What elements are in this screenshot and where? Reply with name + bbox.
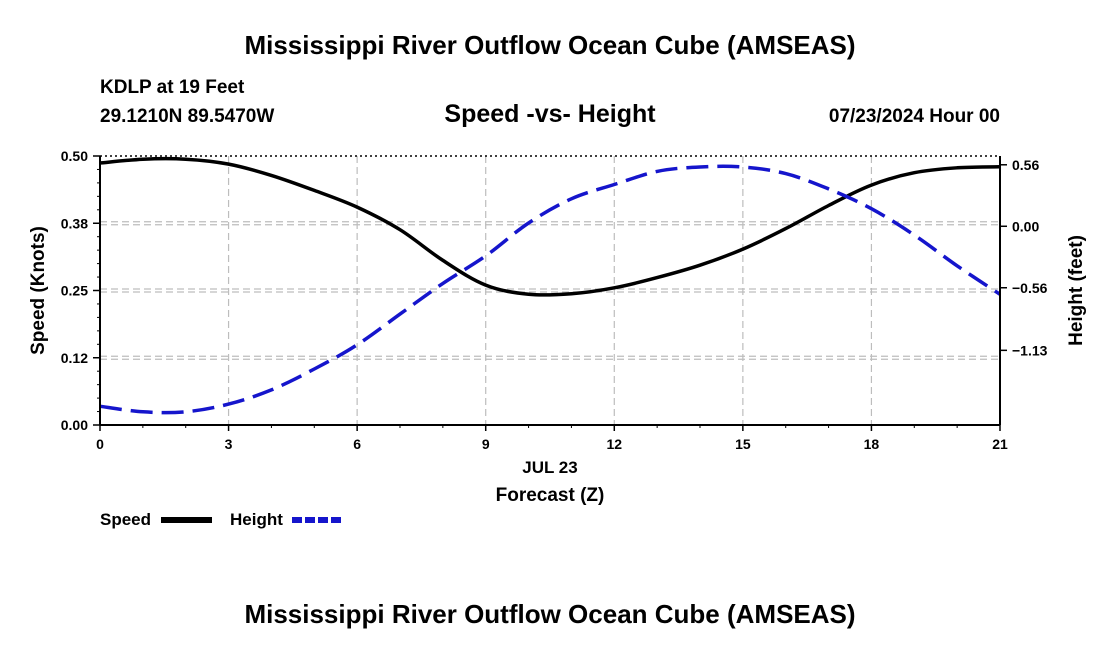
y2-axis-title: Height (feet) bbox=[1066, 235, 1087, 346]
y-tick-label: 0.38 bbox=[61, 215, 88, 231]
legend-height-label: Height bbox=[230, 510, 283, 529]
x-tick-label: 12 bbox=[606, 436, 622, 452]
series-line-height bbox=[99, 164, 1001, 415]
y2-tick-label: 0.00 bbox=[1012, 218, 1039, 234]
x-tick-label: 21 bbox=[992, 436, 1008, 452]
x-axis-date-label: JUL 23 bbox=[522, 458, 577, 477]
y-tick-label: 0.50 bbox=[61, 148, 88, 164]
chart-subtitle: Speed -vs- Height bbox=[444, 100, 656, 128]
x-tick-label: 9 bbox=[482, 436, 490, 452]
station-coordinates: 29.1210N 89.5470W bbox=[100, 106, 275, 127]
x-tick-label: 0 bbox=[96, 436, 104, 452]
x-tick-label: 18 bbox=[864, 436, 880, 452]
forecast-timestamp: 07/23/2024 Hour 00 bbox=[828, 106, 1000, 127]
y-tick-label: 0.12 bbox=[61, 350, 88, 366]
x-axis-title: Forecast (Z) bbox=[496, 485, 605, 506]
x-tick-label: 15 bbox=[735, 436, 751, 452]
legend-speed-label: Speed bbox=[100, 510, 151, 529]
y-tick-label: 0.00 bbox=[61, 417, 88, 433]
series-line-speed bbox=[99, 156, 1001, 297]
y2-tick-label: −1.13 bbox=[1012, 342, 1048, 358]
y-tick-label: 0.25 bbox=[61, 283, 88, 299]
x-tick-label: 3 bbox=[225, 436, 233, 452]
plot-frame bbox=[100, 156, 1000, 425]
chart-footer-title: Mississippi River Outflow Ocean Cube (AM… bbox=[244, 599, 856, 629]
station-label: KDLP at 19 Feet bbox=[100, 77, 245, 98]
chart-main-title: Mississippi River Outflow Ocean Cube (AM… bbox=[244, 30, 856, 60]
legend: Speed Height bbox=[100, 510, 342, 529]
y2-tick-label: −0.56 bbox=[1012, 280, 1048, 296]
y-axis-title: Speed (Knots) bbox=[28, 226, 49, 355]
y2-tick-label: 0.56 bbox=[1012, 157, 1039, 173]
x-tick-label: 6 bbox=[353, 436, 361, 452]
